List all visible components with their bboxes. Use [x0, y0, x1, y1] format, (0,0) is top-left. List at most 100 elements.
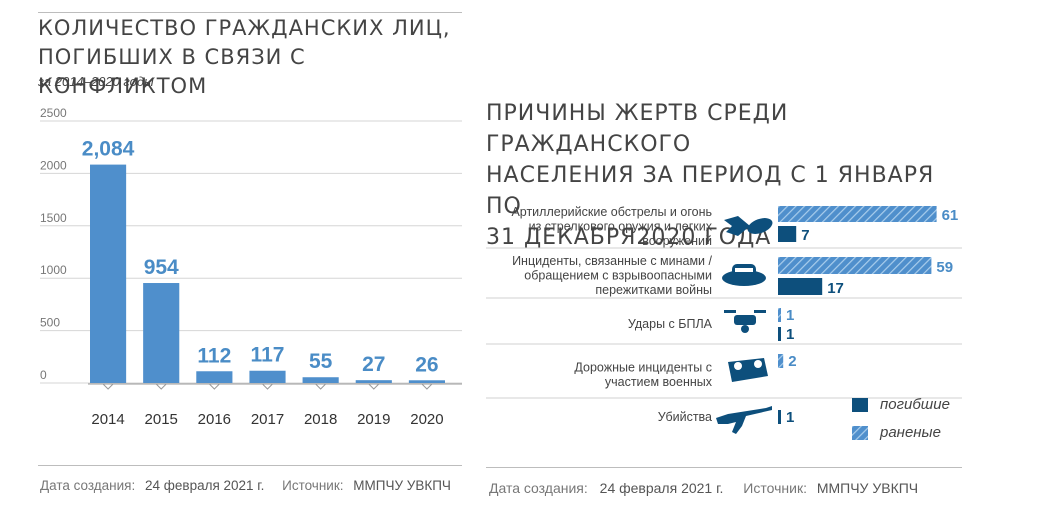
- bar: [355, 380, 392, 383]
- x-tick-marker: [102, 383, 114, 390]
- x-tick-label: 2020: [410, 411, 443, 428]
- category-label-line: Убийства: [658, 410, 712, 424]
- bar-injured: [778, 257, 932, 274]
- left-footer-date-label: Дата создания:: [40, 478, 136, 493]
- bar-killed: [778, 226, 797, 242]
- x-tick-marker: [209, 383, 220, 390]
- bar: [302, 377, 339, 383]
- right-title-line-2: НАСЕЛЕНИЯ ЗА ПЕРИОД С 1 ЯНВАРЯ ПО: [486, 163, 935, 219]
- drone-body: [734, 315, 756, 325]
- category-label-line: обращением с взрывоопасными: [524, 269, 712, 283]
- bar-injured-value-label: 1: [786, 307, 794, 324]
- bar-killed-value-label: 1: [786, 326, 794, 343]
- right-title-line-1: ПРИЧИНЫ ЖЕРТВ СРЕДИ ГРАЖДАНСКОГО: [486, 101, 789, 157]
- legend-killed: погибшие: [852, 396, 950, 413]
- category-label-line: Удары с БПЛА: [628, 317, 713, 331]
- landmine-icon: [722, 264, 766, 286]
- bar-value-label: 954: [144, 256, 179, 279]
- left-title-line-2: ПОГИБШИХ В СВЯЗИ С КОНФЛИКТОМ: [38, 45, 306, 98]
- y-tick-label: 500: [40, 316, 60, 330]
- left-footer: Дата создания: 24 февраля 2021 г. Источн…: [40, 478, 451, 493]
- category-label-line: участием военных: [605, 375, 713, 389]
- bar-value-label: 55: [309, 350, 333, 373]
- category-label-line: пережитками войны: [595, 283, 712, 297]
- bar-injured-value-label: 59: [936, 259, 953, 276]
- x-tick-label: 2015: [145, 411, 178, 428]
- drone-icon: [724, 310, 766, 333]
- bar: [196, 371, 233, 383]
- x-tick-marker: [421, 383, 433, 390]
- y-tick-label: 1500: [40, 211, 67, 225]
- x-tick-label: 2014: [91, 411, 124, 428]
- left-title-line-1: КОЛИЧЕСТВО ГРАЖДАНСКИХ ЛИЦ,: [38, 16, 451, 40]
- vehicle-wheel: [734, 362, 742, 370]
- y-tick-label: 2000: [40, 158, 67, 172]
- right-title-line-3: 31 ДЕКАБРЯ2020 ГОДА: [486, 225, 772, 250]
- bar: [249, 370, 286, 383]
- drone-rotor-left: [724, 310, 736, 313]
- bar-injured: [778, 206, 937, 222]
- shell-body: [747, 218, 773, 234]
- legend-killed-swatch: [852, 397, 868, 412]
- x-tick-label: 2017: [251, 411, 284, 428]
- rifle-icon: [716, 406, 772, 434]
- bar-injured: [778, 308, 781, 322]
- y-tick-label: 2500: [40, 106, 67, 120]
- left-chart-title: КОЛИЧЕСТВО ГРАЖДАНСКИХ ЛИЦ, ПОГИБШИХ В С…: [38, 14, 458, 101]
- right-footer-source-label: Источник:: [743, 480, 807, 496]
- right-bottom-rule: [486, 467, 962, 468]
- bar-injured-value-label: 61: [942, 207, 959, 224]
- x-tick-label: 2018: [304, 411, 337, 428]
- mine-band: [735, 268, 753, 272]
- legend-injured-swatch: [852, 425, 868, 440]
- vehicle-wheel: [754, 360, 762, 368]
- left-footer-source-label: Источник:: [282, 478, 344, 493]
- annual-casualties-bar-chart: 2500 2000 1500 1000 500 0 2,084 2014 954 2015 112 2…: [40, 106, 462, 428]
- x-tick-marker: [315, 383, 326, 390]
- shell-blast: [724, 216, 750, 236]
- category-label-line: Артиллерийские обстрелы и огонь: [511, 205, 712, 219]
- category-label-line: Дорожные инциденты с: [574, 361, 712, 375]
- overturned-vehicle-icon: [728, 358, 768, 382]
- x-tick-marker: [155, 383, 167, 390]
- bar-value-label: 2,084: [82, 138, 135, 161]
- category-label-line: Инциденты, связанные с минами /: [512, 254, 712, 268]
- x-tick-marker: [368, 383, 380, 390]
- bar-value-label: 27: [362, 353, 385, 376]
- bar-killed: [778, 278, 823, 295]
- bar-value-label: 26: [415, 353, 438, 376]
- left-chart-subtitle: за 2014–2020 годы: [38, 74, 154, 89]
- bar-injured: [778, 354, 784, 368]
- x-tick-label: 2016: [198, 411, 231, 428]
- drone-camera: [741, 325, 749, 333]
- category-label-line: из стрелкового оружия и легких: [529, 220, 713, 234]
- right-footer: Дата создания: 24 февраля 2021 г. Источн…: [489, 480, 918, 496]
- right-footer-date-label: Дата создания:: [489, 480, 588, 496]
- bar-killed: [778, 327, 781, 341]
- bar: [408, 380, 445, 383]
- rifle-shape: [716, 406, 772, 434]
- bar-killed-value-label: 17: [827, 280, 844, 297]
- bar-killed-value-label: 7: [801, 227, 809, 244]
- bar: [143, 283, 180, 383]
- left-footer-date: 24 февраля 2021 г.: [145, 478, 265, 493]
- legend-injured-label: раненые: [880, 424, 941, 441]
- drone-rotor-right: [754, 310, 766, 313]
- left-footer-source: ММПЧУ УВКПЧ: [353, 478, 451, 493]
- shell-icon: [724, 216, 773, 236]
- bar-value-label: 112: [197, 344, 231, 367]
- bar-killed: [778, 410, 781, 424]
- right-footer-date: 24 февраля 2021 г.: [599, 480, 724, 496]
- right-chart-title: ПРИЧИНЫ ЖЕРТВ СРЕДИ ГРАЖДАНСКОГО НАСЕЛЕН…: [486, 98, 966, 253]
- x-tick-label: 2019: [357, 411, 390, 428]
- bar-value-label: 117: [251, 344, 285, 367]
- left-bottom-rule: [38, 465, 462, 466]
- y-tick-label: 1000: [40, 263, 67, 277]
- y-tick-label: 0: [40, 368, 47, 382]
- bar-injured-value-label: 2: [788, 353, 796, 370]
- category-label-line: вооружений: [642, 234, 712, 248]
- x-tick-marker: [262, 383, 273, 390]
- bar-killed-value-label: 1: [786, 409, 794, 426]
- right-footer-source: ММПЧУ УВКПЧ: [816, 480, 919, 496]
